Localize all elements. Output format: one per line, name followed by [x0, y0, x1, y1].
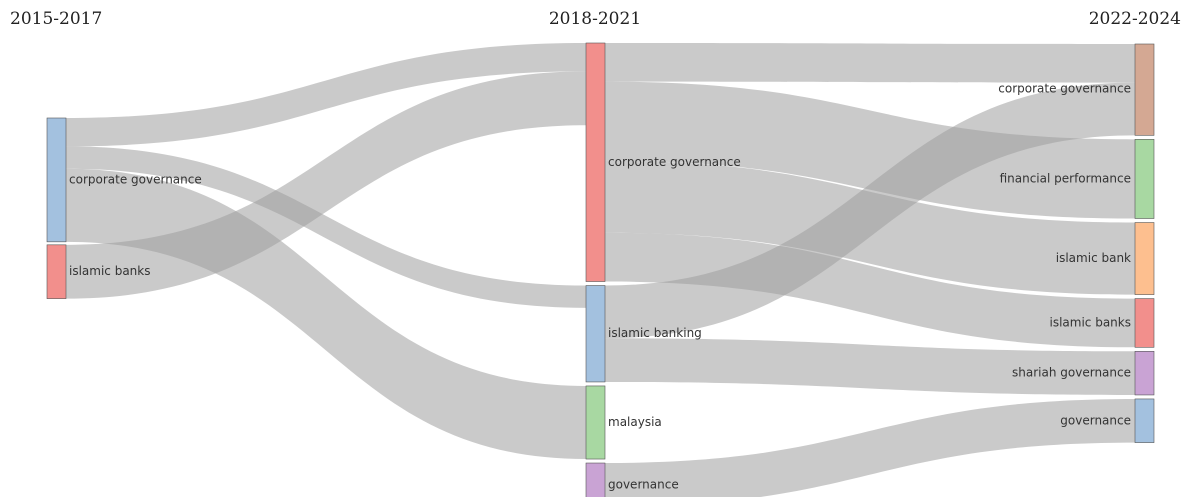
- node-ibanks3[interactable]: [1134, 298, 1155, 348]
- flow-ib1-to-cg2[interactable]: [66, 71, 586, 299]
- node-label-ibanks3: islamic banks: [1050, 315, 1132, 329]
- node-label-gov3: governance: [1060, 413, 1131, 427]
- node-label-ibank3: islamic bank: [1056, 251, 1131, 265]
- flow-cg1-to-my2[interactable]: [66, 168, 586, 460]
- node-ibank3[interactable]: [1134, 222, 1155, 295]
- flow-ibk2-to-sg3[interactable]: [605, 338, 1135, 395]
- node-label-ibk2: islamic banking: [608, 326, 702, 340]
- node-cg2[interactable]: [585, 42, 606, 282]
- node-cg1[interactable]: [46, 117, 67, 243]
- node-my2[interactable]: [585, 385, 606, 460]
- flow-cg1-to-cg2[interactable]: [66, 43, 586, 147]
- node-label-cg1: corporate governance: [69, 172, 202, 186]
- node-label-cg2: corporate governance: [608, 155, 741, 169]
- node-label-fp3: financial performance: [1000, 171, 1131, 185]
- node-label-cg3: corporate governance: [998, 82, 1131, 96]
- node-fp3[interactable]: [1134, 139, 1155, 219]
- flow-cg2-to-fp3[interactable]: [605, 81, 1135, 219]
- flow-cg1-to-ibk2[interactable]: [66, 146, 586, 308]
- node-sg3[interactable]: [1134, 351, 1155, 396]
- node-ibk2[interactable]: [585, 285, 606, 383]
- node-ib1[interactable]: [46, 244, 67, 299]
- flow-cg2-to-ibanks3[interactable]: [605, 232, 1135, 348]
- node-label-sg3: shariah governance: [1012, 366, 1131, 380]
- node-cg3[interactable]: [1134, 43, 1155, 136]
- period-label-2022-2024: 2022-2024: [1089, 9, 1181, 29]
- node-label-my2: malaysia: [608, 415, 662, 429]
- period-label-2018-2021: 2018-2021: [549, 9, 641, 29]
- flow-ibk2-to-cg3[interactable]: [605, 82, 1135, 339]
- flow-links: [66, 43, 1135, 497]
- topic-nodes: corporate governance islamic banks corpora…: [46, 42, 1155, 497]
- node-gov3[interactable]: [1134, 398, 1155, 443]
- node-label-ib1: islamic banks: [69, 264, 151, 278]
- period-label-2015-2017: 2015-2017: [10, 9, 102, 29]
- node-gov2[interactable]: [585, 462, 606, 497]
- flow-cg2-to-cg3[interactable]: [605, 43, 1135, 83]
- node-label-gov2: governance: [608, 477, 679, 491]
- flow-gov2-to-gov3[interactable]: [605, 398, 1135, 497]
